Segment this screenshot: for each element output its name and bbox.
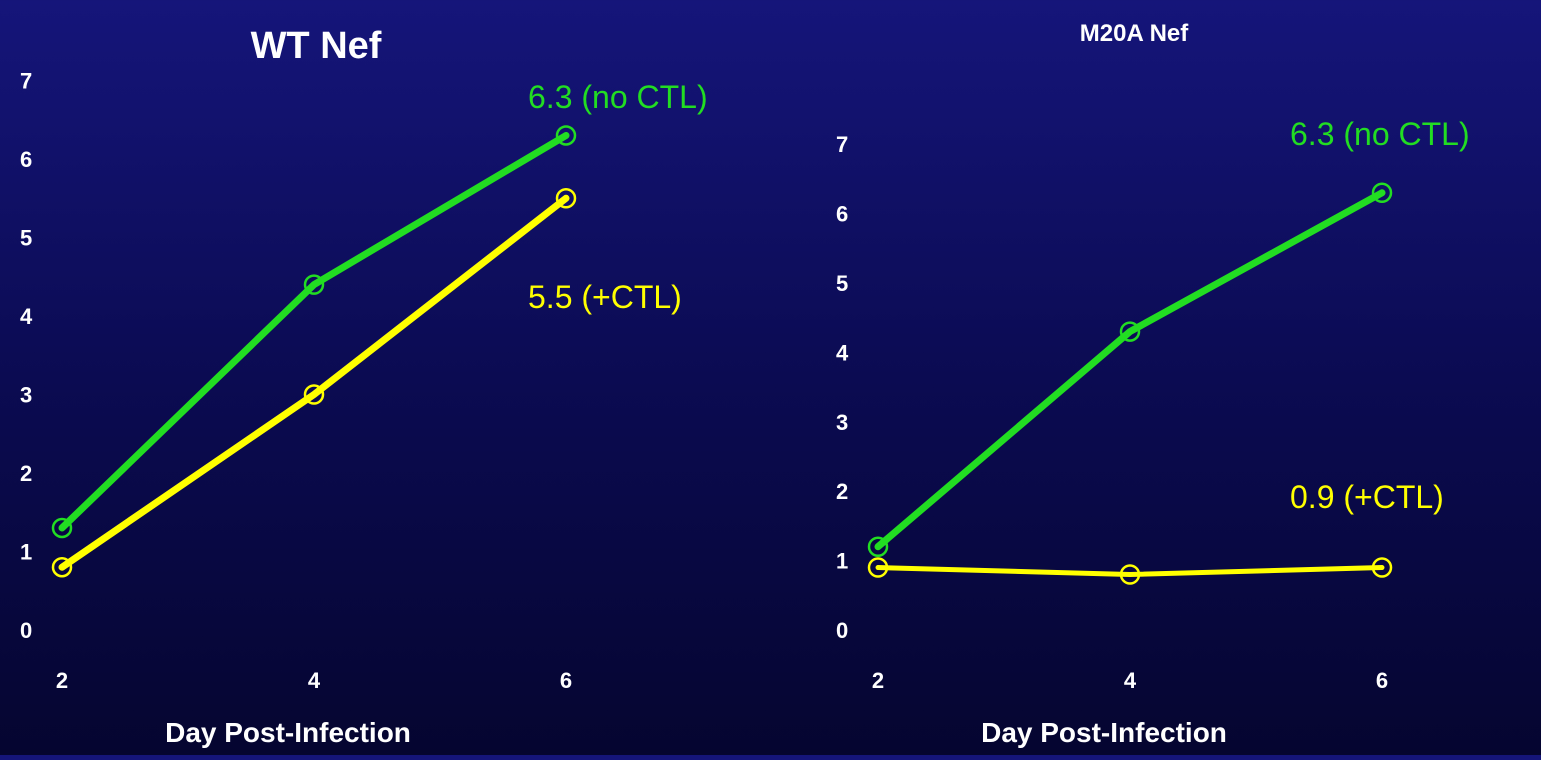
data-point-marker xyxy=(51,556,73,578)
y-tick-label: 1 xyxy=(20,540,32,565)
y-tick-label: 6 xyxy=(836,202,848,227)
data-point-marker xyxy=(1371,182,1393,204)
y-tick-label: 7 xyxy=(20,69,32,94)
data-point-marker xyxy=(1371,557,1393,578)
y-tick-label: 1 xyxy=(836,549,848,574)
data-point-marker xyxy=(1119,321,1141,342)
data-point-marker xyxy=(303,384,325,405)
x-tick-label: 4 xyxy=(1124,668,1137,693)
y-tick-label: 4 xyxy=(836,340,849,365)
x-tick-label: 2 xyxy=(56,668,68,693)
x-tick-label: 4 xyxy=(308,668,321,693)
y-tick-label: 5 xyxy=(836,271,848,296)
data-point-marker xyxy=(303,274,325,295)
series-annotation: 0.9 (+CTL) xyxy=(1290,479,1444,515)
x-axis-label: Day Post-Infection xyxy=(981,717,1227,748)
y-tick-label: 3 xyxy=(20,383,32,408)
chart-title: M20A Nef xyxy=(1080,20,1189,47)
data-point-marker xyxy=(51,517,73,539)
y-tick-label: 3 xyxy=(836,410,848,435)
x-tick-label: 6 xyxy=(560,668,572,693)
data-point-marker xyxy=(1119,564,1141,585)
data-point-marker xyxy=(555,125,577,146)
data-point-marker xyxy=(555,188,577,209)
data-point-marker xyxy=(867,557,889,578)
series-annotation: 6.3 (no CTL) xyxy=(528,79,708,115)
series-annotation: 5.5 (+CTL) xyxy=(528,279,682,315)
chart-title: WT Nef xyxy=(251,25,382,67)
x-tick-label: 6 xyxy=(1376,668,1388,693)
series-line xyxy=(875,565,1385,577)
y-tick-label: 2 xyxy=(20,461,32,486)
y-tick-label: 0 xyxy=(20,618,32,643)
series-line xyxy=(58,194,570,571)
x-tick-label: 2 xyxy=(872,668,884,693)
y-tick-label: 5 xyxy=(20,226,32,251)
x-axis-label: Day Post-Infection xyxy=(165,717,411,748)
y-tick-label: 4 xyxy=(20,304,33,329)
y-tick-label: 2 xyxy=(836,479,848,504)
series-line xyxy=(874,189,1386,551)
series-line xyxy=(58,131,570,532)
series-annotation: 6.3 (no CTL) xyxy=(1290,116,1470,152)
y-tick-label: 7 xyxy=(836,132,848,157)
y-tick-label: 6 xyxy=(20,147,32,172)
data-point-marker xyxy=(867,536,889,557)
y-tick-label: 0 xyxy=(836,618,848,643)
